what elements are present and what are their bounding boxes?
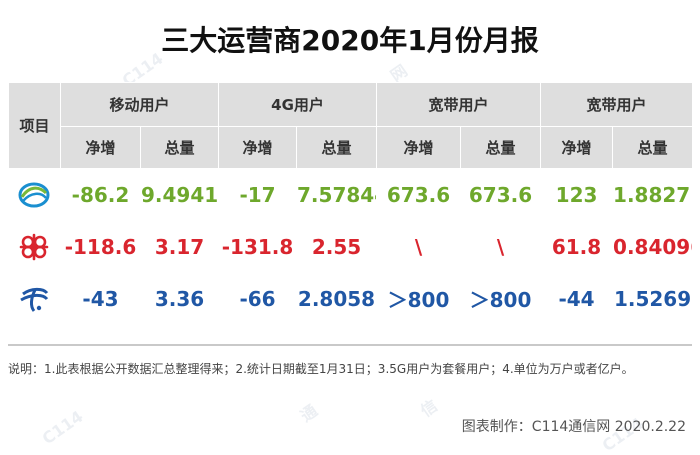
table-cell: ＞800 bbox=[460, 272, 542, 325]
table-cell: 1.88271 bbox=[612, 168, 694, 221]
item-header: 项目 bbox=[8, 82, 61, 169]
group-header-mobile: 移动用户 bbox=[59, 82, 220, 127]
table-cell: \ bbox=[376, 220, 462, 273]
table-cell: -17 bbox=[218, 168, 298, 221]
table-cell: 3.17 bbox=[139, 220, 220, 273]
table-cell: -86.2 bbox=[60, 168, 141, 221]
subheader-net-add: 净增 bbox=[376, 126, 462, 169]
subheader-total: 总量 bbox=[460, 126, 542, 169]
watermark-icon: 信 bbox=[416, 395, 441, 421]
table-cell: 1.5269 bbox=[612, 272, 694, 325]
table-cell: 7.57844 bbox=[296, 168, 378, 221]
notes-text: 说明：1.此表根据公开数据汇总整理得来；2.统计日期截至1月31日；3.5G用户… bbox=[8, 362, 634, 376]
table-cell: -66 bbox=[218, 272, 298, 325]
table-cell: 2.8058 bbox=[296, 272, 378, 325]
table-cell: 673.6 bbox=[460, 168, 542, 221]
table-row-china-telecom: -43 3.36 -66 2.8058 ＞800 ＞800 -44 1.5269 bbox=[8, 272, 694, 325]
china-unicom-logo-icon bbox=[8, 220, 61, 273]
group-header-4g: 4G用户 bbox=[218, 82, 378, 127]
table-cell: 0.84096 bbox=[612, 220, 694, 273]
table-cell: 123 bbox=[540, 168, 614, 221]
subheader-net-add: 净增 bbox=[218, 126, 298, 169]
table-bottom-divider bbox=[8, 344, 692, 346]
table-cell: -131.8 bbox=[218, 220, 298, 273]
table-cell: -118.6 bbox=[60, 220, 141, 273]
china-mobile-logo-icon bbox=[8, 168, 61, 221]
table-cell: 3.36 bbox=[139, 272, 220, 325]
subheader-net-add: 净增 bbox=[540, 126, 614, 169]
table-cell: ＞800 bbox=[376, 272, 462, 325]
table-row-china-unicom: -118.6 3.17 -131.8 2.55 \ \ 61.8 0.84096 bbox=[8, 220, 694, 273]
table-cell: 9.49415 bbox=[139, 168, 220, 221]
table-cell: 2.55 bbox=[296, 220, 378, 273]
table-cell: 61.8 bbox=[540, 220, 614, 273]
report-title: 三大运营商2020年1月份月报 bbox=[161, 24, 539, 57]
table-cell: \ bbox=[460, 220, 542, 273]
subheader-total: 总量 bbox=[612, 126, 694, 169]
table-cell: -43 bbox=[60, 272, 141, 325]
group-header-broadband: 宽带用户 bbox=[376, 82, 542, 127]
china-telecom-logo-icon bbox=[8, 272, 61, 325]
watermark-icon: C114 bbox=[38, 406, 87, 449]
subheader-total: 总量 bbox=[139, 126, 220, 169]
footer-credit: 图表制作：C114通信网 2020.2.22 bbox=[461, 419, 686, 435]
group-header-broadband-2: 宽带用户 bbox=[540, 82, 694, 127]
table-cell: 673.6 bbox=[376, 168, 462, 221]
subheader-net-add: 净增 bbox=[60, 126, 141, 169]
table-row-china-mobile: -86.2 9.49415 -17 7.57844 673.6 673.6 12… bbox=[8, 168, 694, 221]
report-table: 项目 移动用户 4G用户 宽带用户 宽带用户 净增 总量 净增 总量 净增 总量… bbox=[8, 82, 694, 325]
watermark-icon: 通 bbox=[296, 400, 321, 426]
table-cell: -44 bbox=[540, 272, 614, 325]
subheader-total: 总量 bbox=[296, 126, 378, 169]
